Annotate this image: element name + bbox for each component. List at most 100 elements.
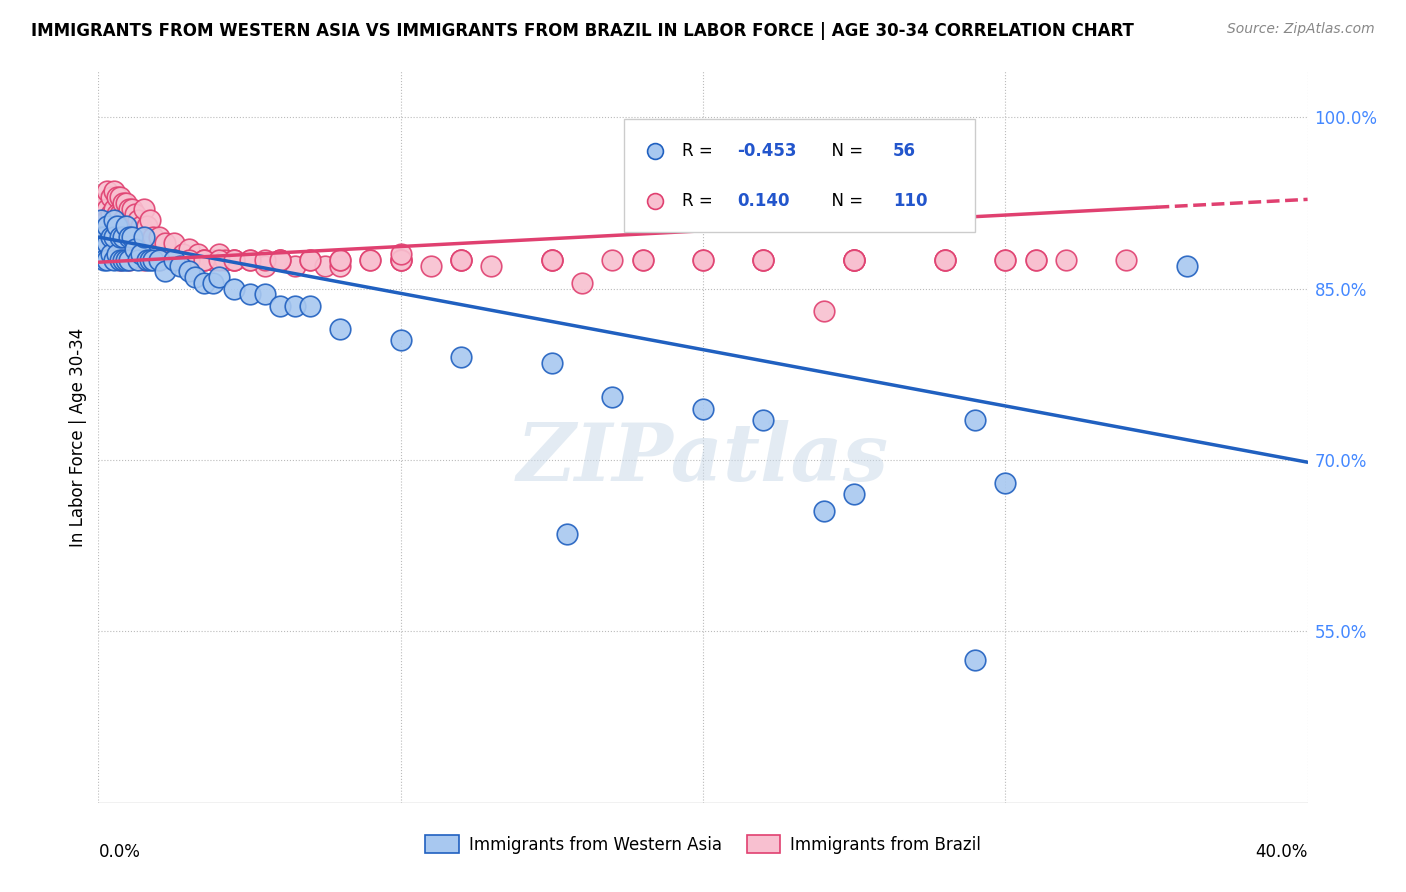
- Point: [114, 219, 136, 233]
- Point: [132, 252, 155, 267]
- Point: [314, 259, 336, 273]
- Point: [994, 252, 1017, 267]
- Point: [96, 252, 118, 267]
- Point: [179, 242, 201, 256]
- Point: [114, 252, 136, 267]
- Point: [692, 252, 714, 267]
- FancyBboxPatch shape: [624, 119, 976, 232]
- Point: [100, 190, 122, 204]
- Point: [121, 202, 143, 216]
- Point: [269, 252, 291, 267]
- Point: [450, 252, 472, 267]
- Point: [187, 247, 209, 261]
- Point: [148, 230, 170, 244]
- Point: [127, 213, 149, 227]
- Point: [90, 230, 112, 244]
- Point: [103, 252, 125, 267]
- Point: [1024, 252, 1046, 267]
- Point: [118, 230, 141, 244]
- Text: IMMIGRANTS FROM WESTERN ASIA VS IMMIGRANTS FROM BRAZIL IN LABOR FORCE | AGE 30-3: IMMIGRANTS FROM WESTERN ASIA VS IMMIGRAN…: [31, 22, 1133, 40]
- Point: [103, 185, 125, 199]
- Point: [163, 252, 186, 267]
- Point: [284, 299, 307, 313]
- Point: [284, 259, 307, 273]
- Text: N =: N =: [821, 192, 869, 210]
- Point: [329, 259, 352, 273]
- Point: [184, 270, 207, 285]
- Point: [208, 270, 231, 285]
- Point: [135, 252, 157, 267]
- Point: [224, 252, 246, 267]
- Point: [692, 401, 714, 416]
- Point: [108, 235, 131, 250]
- Point: [752, 252, 775, 267]
- Point: [752, 252, 775, 267]
- Point: [127, 252, 149, 267]
- Text: ZIPatlas: ZIPatlas: [517, 420, 889, 498]
- Point: [602, 390, 624, 404]
- Text: -0.453: -0.453: [737, 142, 796, 160]
- Point: [163, 252, 186, 267]
- Point: [540, 252, 562, 267]
- Point: [103, 202, 125, 216]
- Point: [208, 247, 231, 261]
- Point: [389, 333, 412, 347]
- Point: [752, 413, 775, 427]
- Point: [132, 202, 155, 216]
- Point: [93, 230, 115, 244]
- Point: [631, 252, 654, 267]
- Legend: Immigrants from Western Asia, Immigrants from Brazil: Immigrants from Western Asia, Immigrants…: [419, 829, 987, 860]
- Point: [1175, 259, 1198, 273]
- Point: [269, 299, 291, 313]
- Point: [139, 252, 162, 267]
- Point: [389, 252, 412, 267]
- Point: [329, 321, 352, 335]
- Point: [994, 475, 1017, 490]
- Point: [540, 252, 562, 267]
- Point: [329, 252, 352, 267]
- Point: [111, 252, 134, 267]
- Point: [124, 207, 146, 221]
- Point: [163, 235, 186, 250]
- Point: [105, 230, 128, 244]
- Point: [224, 252, 246, 267]
- Point: [124, 242, 146, 256]
- Point: [100, 230, 122, 244]
- Point: [481, 259, 503, 273]
- Point: [193, 276, 215, 290]
- Point: [420, 259, 443, 273]
- Point: [132, 230, 155, 244]
- Point: [389, 252, 412, 267]
- Text: R =: R =: [682, 142, 718, 160]
- Point: [844, 252, 866, 267]
- Point: [96, 185, 118, 199]
- Point: [135, 219, 157, 233]
- Point: [105, 219, 128, 233]
- Point: [148, 252, 170, 267]
- Point: [111, 213, 134, 227]
- Point: [1024, 252, 1046, 267]
- Point: [96, 213, 118, 227]
- Point: [389, 247, 412, 261]
- Point: [142, 252, 165, 267]
- Point: [108, 252, 131, 267]
- Point: [96, 202, 118, 216]
- Point: [132, 230, 155, 244]
- Point: [129, 219, 152, 233]
- Text: 0.140: 0.140: [737, 192, 789, 210]
- Point: [114, 195, 136, 210]
- Point: [118, 252, 141, 267]
- Point: [100, 247, 122, 261]
- Point: [121, 230, 143, 244]
- Point: [239, 252, 262, 267]
- Point: [269, 252, 291, 267]
- Point: [965, 653, 987, 667]
- Point: [153, 235, 176, 250]
- Point: [299, 252, 322, 267]
- Point: [90, 207, 112, 221]
- Point: [239, 252, 262, 267]
- Point: [692, 252, 714, 267]
- Point: [96, 219, 118, 233]
- Text: 40.0%: 40.0%: [1256, 843, 1308, 861]
- Point: [844, 487, 866, 501]
